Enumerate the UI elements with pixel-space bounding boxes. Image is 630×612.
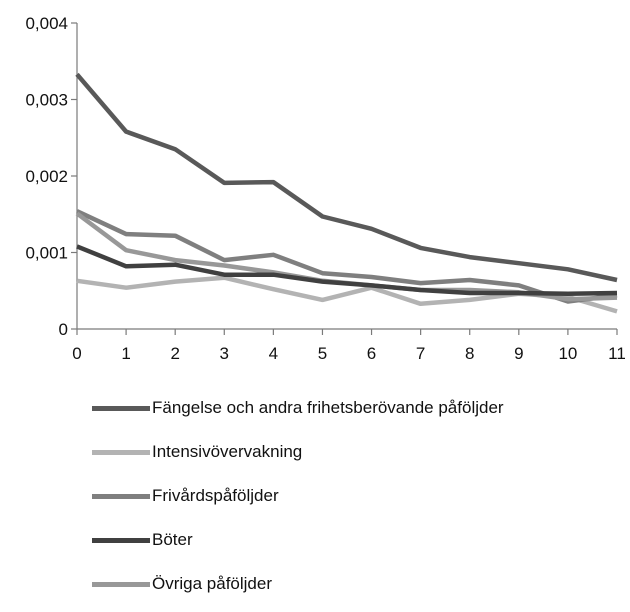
y-tick-label: 0,001 — [25, 244, 68, 263]
legend-label: Fängelse och andra frihetsberövande påfö… — [152, 398, 504, 417]
legend-label: Övriga påföljder — [152, 574, 273, 593]
legend-label: Intensivövervakning — [152, 442, 303, 461]
y-tick-label: 0 — [59, 320, 68, 339]
legend-label: Böter — [152, 530, 193, 549]
y-tick-label: 0,004 — [25, 14, 68, 33]
x-tick-label: 11 — [608, 344, 626, 363]
legend-swatch — [92, 493, 150, 499]
x-tick-label: 3 — [220, 344, 229, 363]
legend-swatch — [92, 581, 150, 587]
series-line — [75, 72, 618, 283]
series-line — [76, 209, 618, 304]
x-tick-label: 1 — [121, 344, 130, 363]
legend-item: Böter — [92, 524, 504, 556]
x-tick-label: 5 — [318, 344, 327, 363]
line-chart: 0 0,001 0,002 0,003 0,004 0 1 2 3 4 5 6 7 8 9 10 11 — [25, 14, 625, 363]
legend-item: Frivårdspåföljder — [92, 480, 504, 512]
legend-swatch — [92, 405, 150, 411]
x-tick-label: 6 — [367, 344, 376, 363]
x-tick-label: 2 — [170, 344, 179, 363]
y-tick-label: 0,003 — [25, 91, 68, 110]
legend-label: Frivårdspåföljder — [152, 486, 279, 505]
legend-swatch — [92, 537, 150, 543]
x-tick-label: 9 — [514, 344, 523, 363]
legend-item: Intensivövervakning — [92, 436, 504, 468]
series-line — [76, 244, 618, 297]
legend-item: Övriga påföljder — [92, 568, 504, 600]
x-tick-label: 7 — [416, 344, 425, 363]
x-tick-label: 4 — [269, 344, 278, 363]
legend-swatch — [92, 449, 150, 455]
x-tick-label: 8 — [465, 344, 474, 363]
legend-item: Fängelse och andra frihetsberövande påfö… — [92, 392, 504, 424]
chart-axes — [71, 22, 618, 335]
chart-legend: Fängelse och andra frihetsberövande påfö… — [92, 392, 504, 612]
x-tick-label: 0 — [72, 344, 81, 363]
y-tick-label: 0,002 — [25, 167, 68, 186]
chart-series-lines — [75, 72, 618, 314]
chart-tick-labels: 0 0,001 0,002 0,003 0,004 0 1 2 3 4 5 6 7 8 9 10 11 — [25, 14, 625, 363]
x-tick-label: 10 — [558, 344, 577, 363]
series-line — [75, 211, 618, 302]
